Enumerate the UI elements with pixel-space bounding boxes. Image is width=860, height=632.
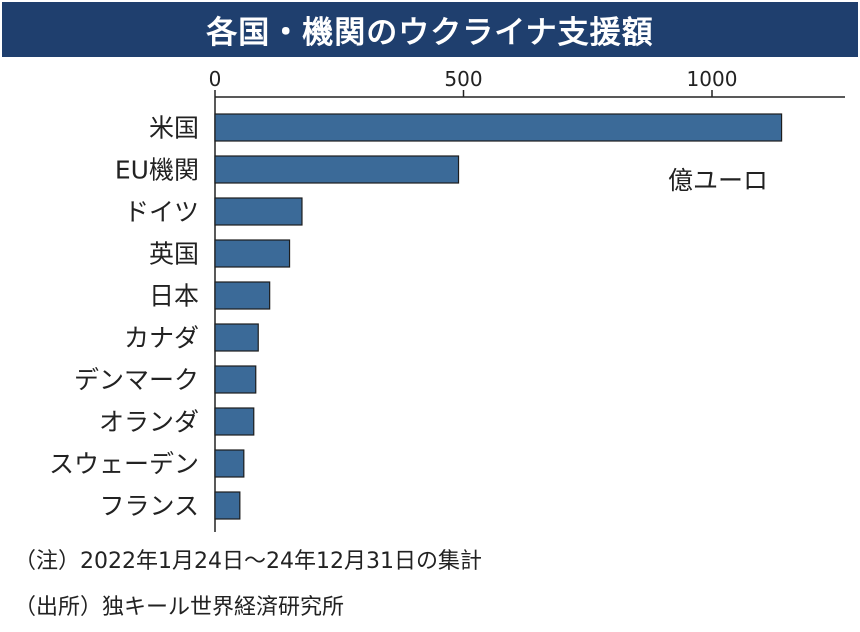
category-label: オランダ [99, 408, 199, 437]
x-tick-label: 0 [209, 67, 222, 91]
x-tick-label: 500 [444, 67, 482, 91]
x-tick-label: 1000 [687, 67, 738, 91]
bar [214, 407, 255, 436]
note-source: （出所）独キール世界経済研究所 [14, 595, 345, 620]
category-label: デンマーク [74, 366, 199, 395]
bar-layer [214, 113, 783, 520]
bar [214, 323, 259, 352]
category-label: 米国 [149, 114, 199, 143]
chart-title: 各国・機関のウクライナ支援額 [206, 15, 654, 51]
bar-chart: 0 500 1000 米国 EU機関ドイツ英国日本カナダデンマークオランダスウェーデン… [49, 67, 845, 532]
category-label: 英国 [149, 240, 199, 269]
category-label: 日本 [149, 282, 199, 311]
category-label: EU機関 [115, 156, 199, 185]
bar [214, 365, 257, 394]
category-label: ドイツ [124, 198, 199, 227]
category-label: カナダ [124, 324, 199, 353]
note-period: （注）2022年1月24日～24年12月31日の集計 [14, 549, 482, 574]
unit-label: 億ユーロ [668, 166, 768, 195]
bar [214, 113, 783, 142]
bar [214, 197, 303, 226]
category-label: フランス [99, 492, 199, 521]
bar [214, 155, 460, 184]
bar [214, 449, 245, 478]
category-label: スウェーデン [49, 450, 199, 479]
bar [214, 281, 271, 310]
bar [214, 239, 291, 268]
bar [214, 491, 241, 520]
title-bar: 各国・機関のウクライナ支援額 [2, 2, 858, 57]
